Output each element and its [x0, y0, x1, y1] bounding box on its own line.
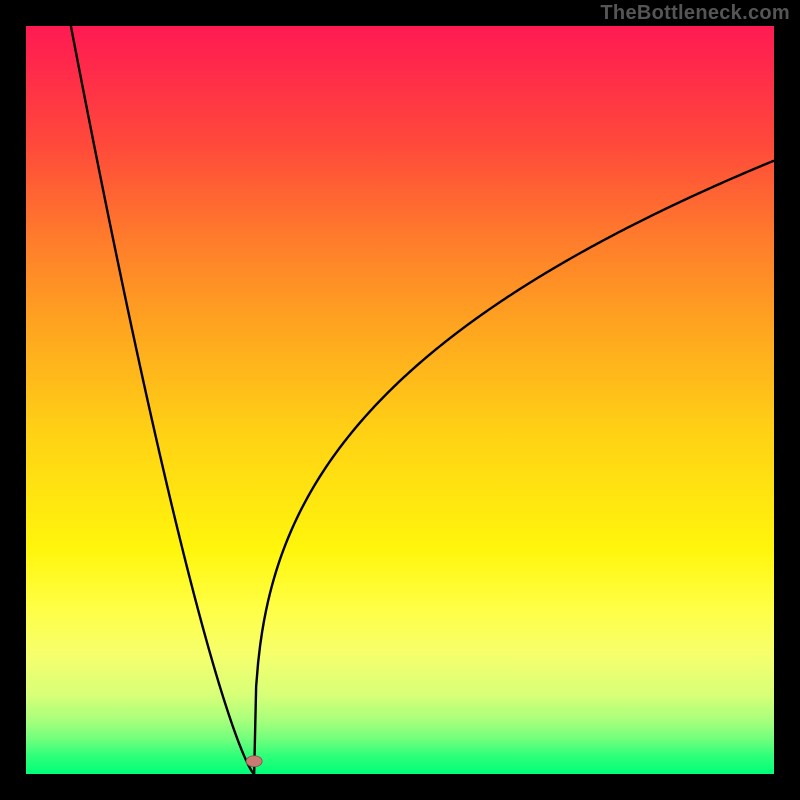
plot-area [26, 26, 774, 774]
vertex-marker [246, 756, 262, 767]
gradient-background [26, 26, 774, 774]
plot-svg [26, 26, 774, 774]
watermark-text: TheBottleneck.com [600, 2, 790, 25]
chart-container: TheBottleneck.com [0, 0, 800, 800]
